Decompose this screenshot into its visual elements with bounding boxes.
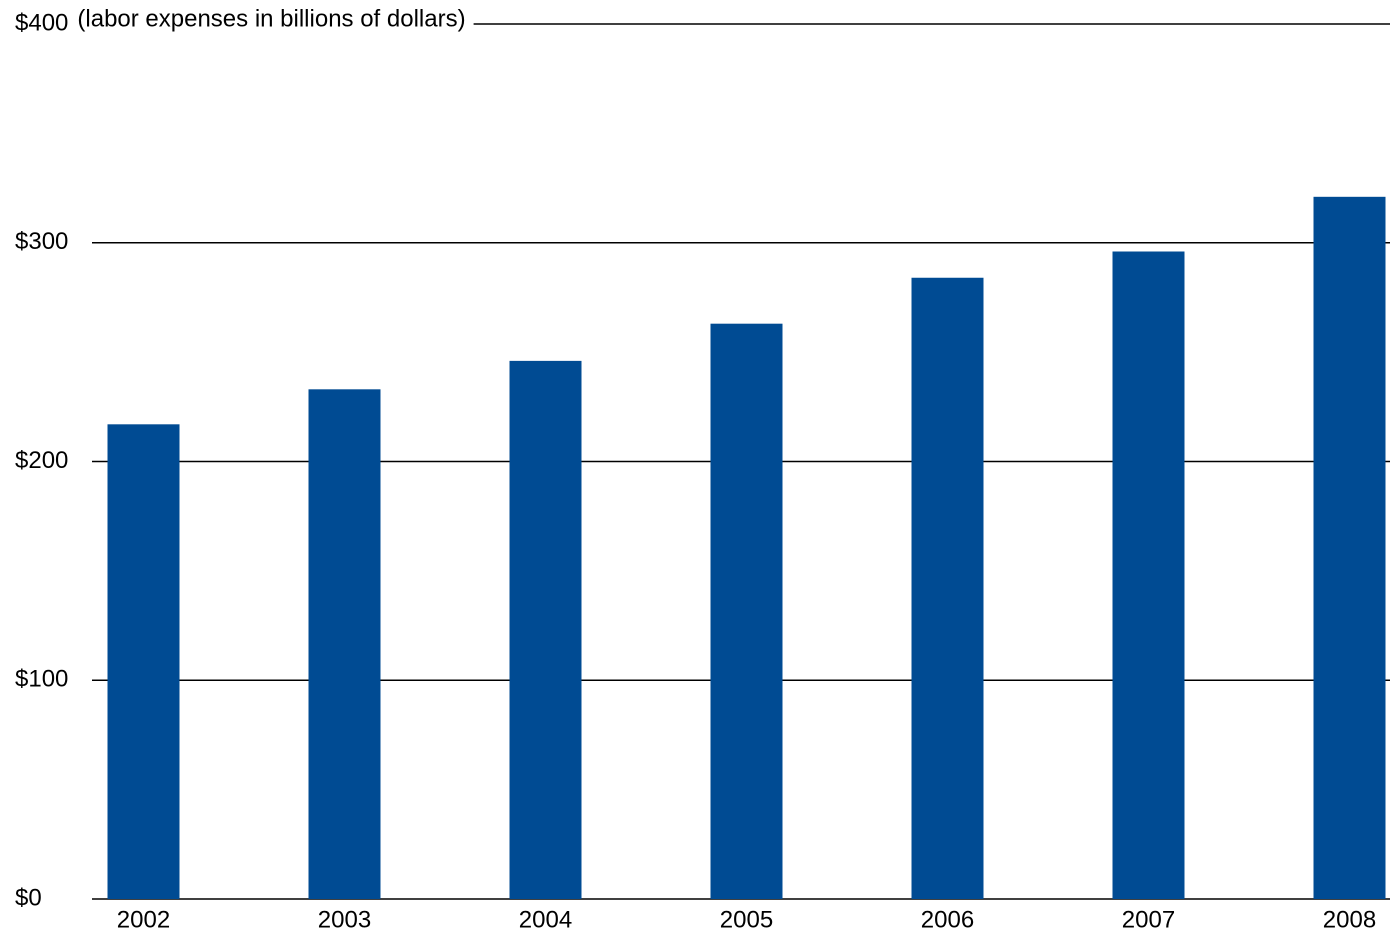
x-tick-label: 2007: [1122, 906, 1175, 933]
x-tick-label: 2004: [519, 906, 572, 933]
bar-2005: [710, 323, 783, 899]
y-axis-label: (labor expenses in billions of dollars): [77, 5, 465, 32]
bar-2006: [911, 277, 984, 899]
x-tick-label: 2005: [720, 906, 773, 933]
bars: [107, 196, 1386, 899]
bar-2008: [1313, 196, 1386, 899]
y-tick-label: $100: [15, 666, 68, 693]
x-tick-label: 2008: [1323, 906, 1376, 933]
x-axis-tick-labels: 2002 2003 2004 2005 2006 2007 2008: [117, 906, 1376, 933]
bar-2004: [509, 360, 582, 899]
x-tick-label: 2003: [318, 906, 371, 933]
bar-2007: [1112, 251, 1185, 899]
y-tick-label: $200: [15, 447, 68, 474]
y-tick-label: $400: [15, 9, 68, 36]
x-tick-label: 2006: [921, 906, 974, 933]
y-axis-tick-labels: $0 $100 $200 $300 $400: [15, 9, 68, 911]
bar-2003: [308, 389, 381, 899]
x-tick-label: 2002: [117, 906, 170, 933]
y-tick-label: $0: [15, 884, 42, 911]
bar-2002: [107, 424, 180, 899]
y-tick-label: $300: [15, 228, 68, 255]
